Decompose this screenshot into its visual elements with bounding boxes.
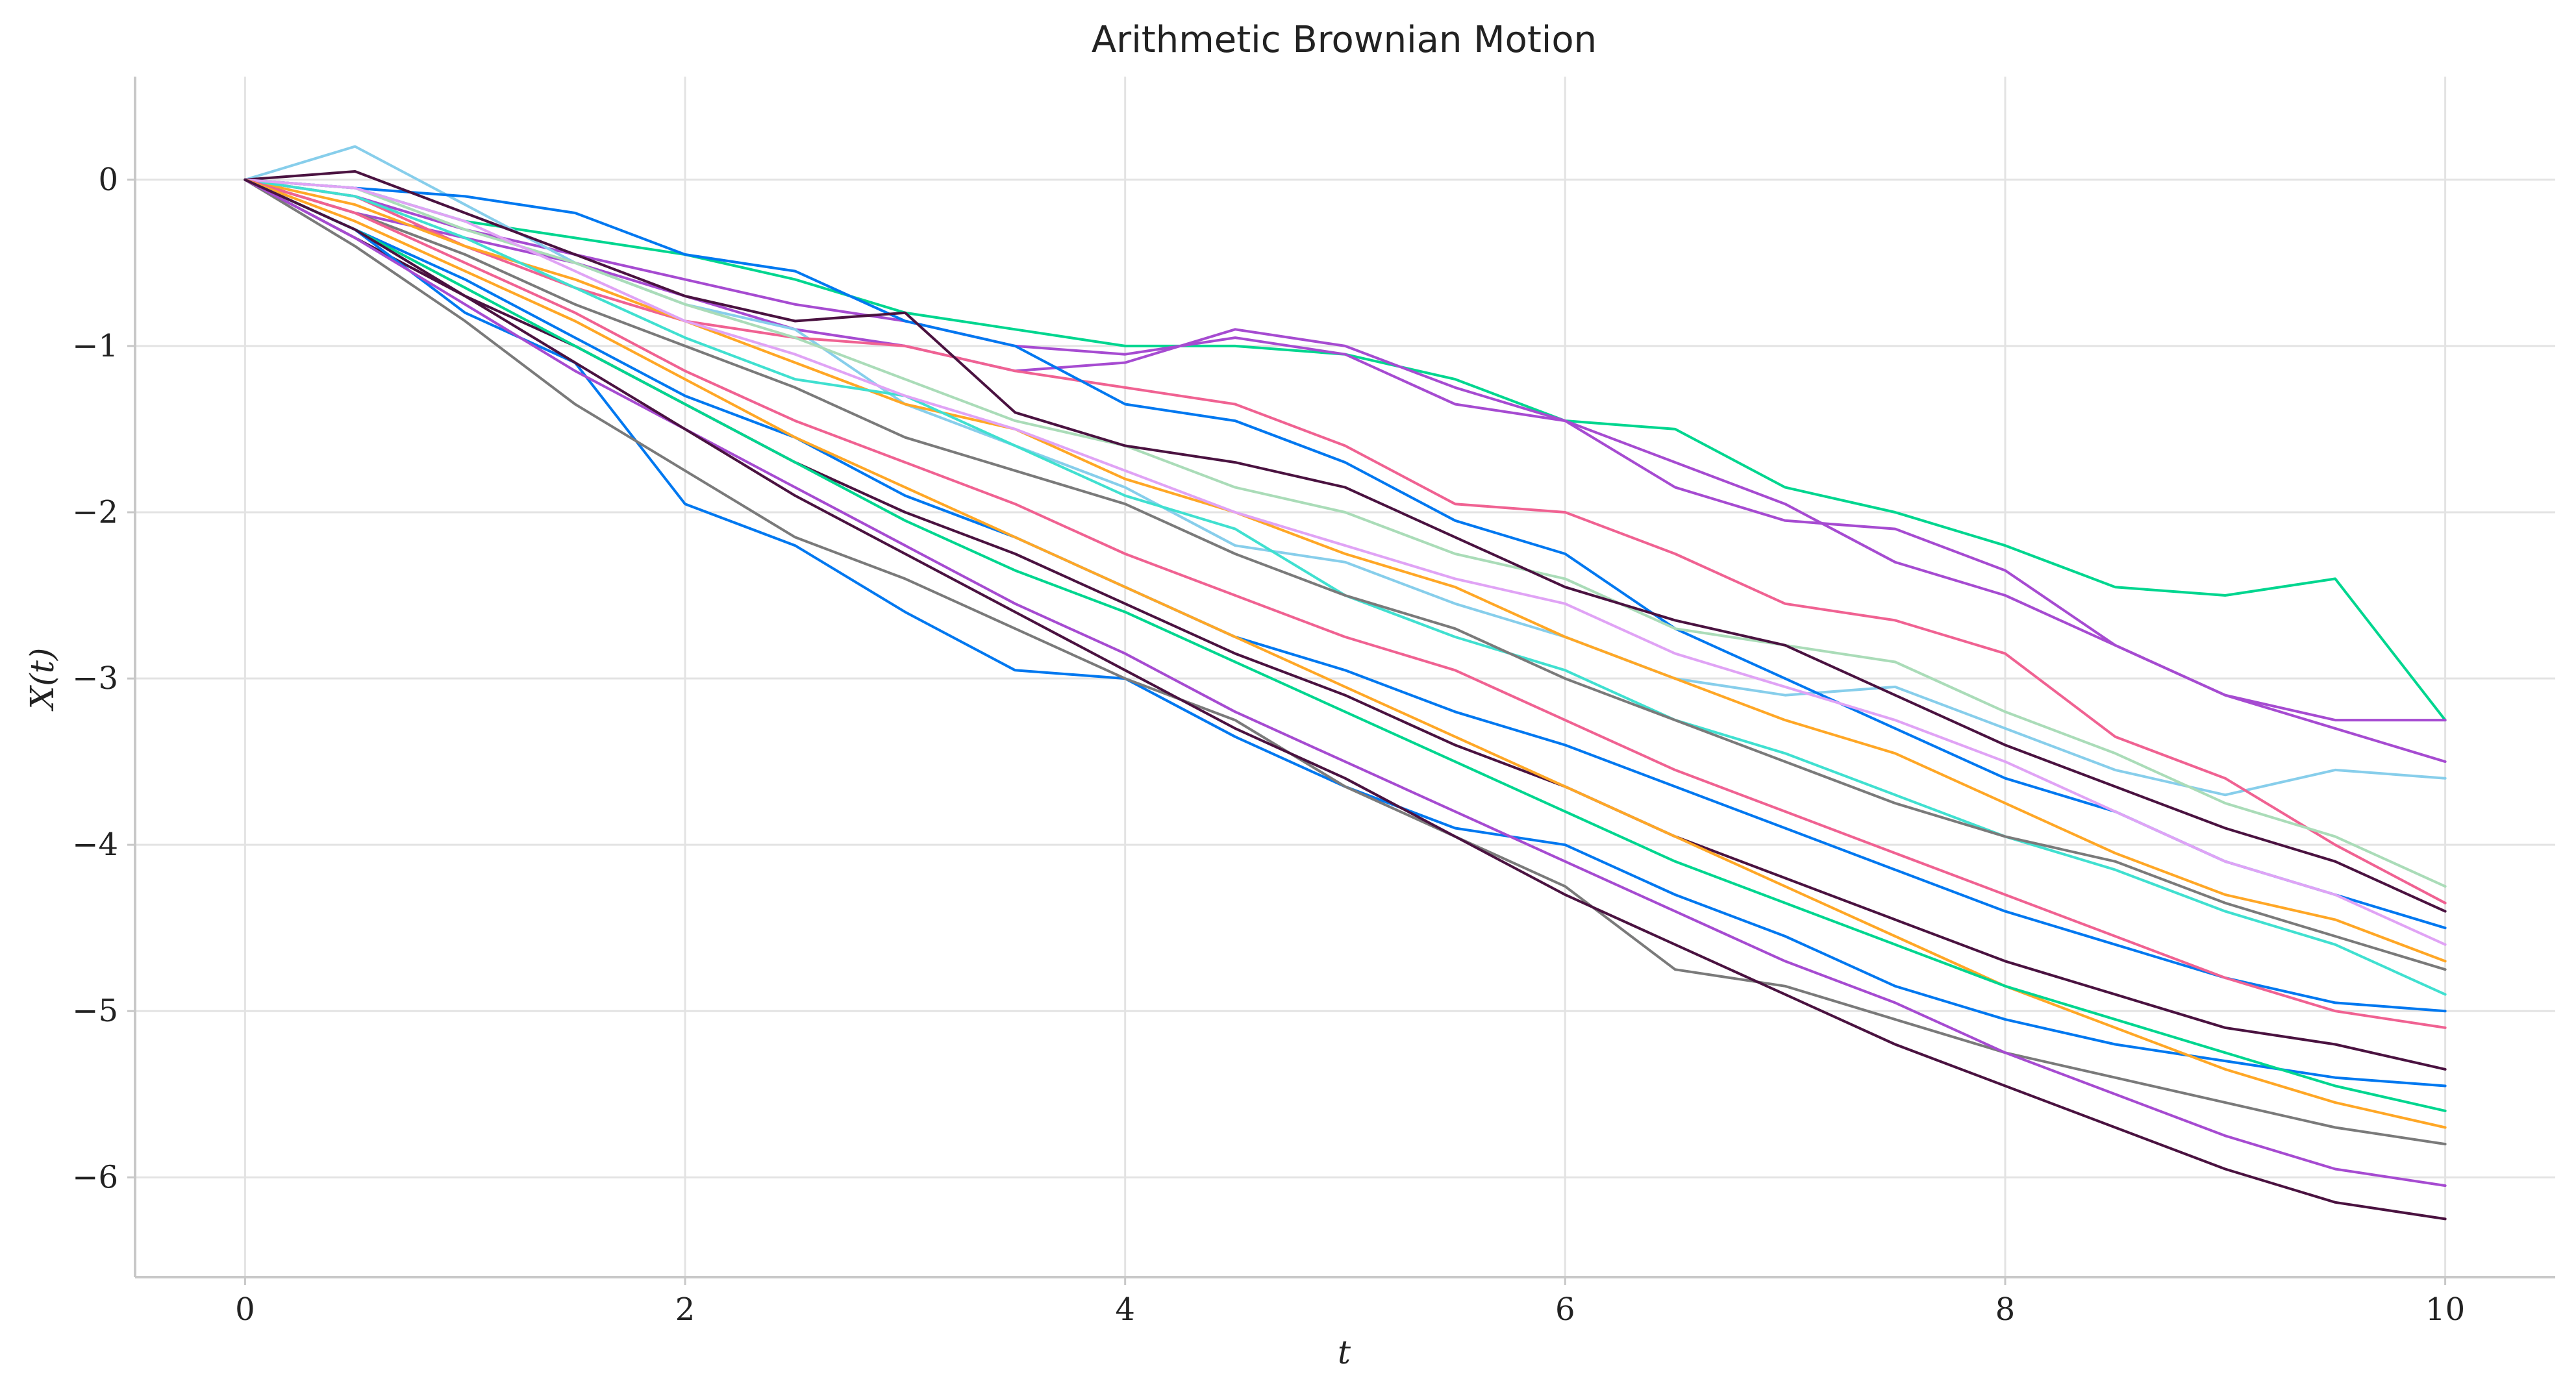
y-tick-label: −2 <box>72 494 118 530</box>
x-axis-label: t <box>1338 1334 1351 1371</box>
y-tick-label: −3 <box>72 660 118 697</box>
series-line <box>244 178 2447 946</box>
series-lines <box>244 145 2447 1221</box>
y-tick-label: −1 <box>72 328 118 364</box>
series-line <box>244 178 2447 1112</box>
y-axis-ticks: 0 −1 −2 −3 −4 −5 −6 <box>72 162 135 1195</box>
vertical-gridlines <box>244 77 2447 1277</box>
series-line <box>244 178 2447 888</box>
series-line <box>244 178 2447 1188</box>
series-line <box>244 178 2447 963</box>
horizontal-gridlines <box>135 179 2555 1178</box>
series-line <box>244 178 2447 722</box>
series-line <box>244 178 2447 1129</box>
series-line <box>244 178 2447 1221</box>
series-line <box>244 178 2447 904</box>
series-line <box>244 178 2447 722</box>
x-tick-label: 10 <box>2425 1291 2465 1328</box>
series-line <box>244 170 2447 913</box>
x-tick-label: 4 <box>1115 1291 1135 1328</box>
y-tick-label: −5 <box>72 993 118 1029</box>
series-line <box>244 178 2447 971</box>
y-axis-label: X(t) <box>23 648 61 712</box>
series-line <box>244 178 2447 764</box>
series-line <box>244 178 2447 930</box>
x-tick-label: 2 <box>675 1291 695 1328</box>
x-axis-ticks: 0 2 4 6 8 10 <box>235 1277 2465 1328</box>
series-line <box>244 178 2447 1013</box>
series-line <box>244 178 2447 1029</box>
x-tick-label: 0 <box>235 1291 255 1328</box>
chart-title: Arithmetic Brownian Motion <box>1092 19 1597 61</box>
series-line <box>244 178 2447 1088</box>
x-tick-label: 6 <box>1555 1291 1575 1328</box>
y-tick-label: −4 <box>72 827 118 863</box>
y-tick-label: −6 <box>72 1159 118 1195</box>
series-line <box>244 145 2447 797</box>
y-tick-label: 0 <box>98 162 118 198</box>
series-line <box>244 178 2447 1146</box>
x-tick-label: 8 <box>1995 1291 2016 1328</box>
